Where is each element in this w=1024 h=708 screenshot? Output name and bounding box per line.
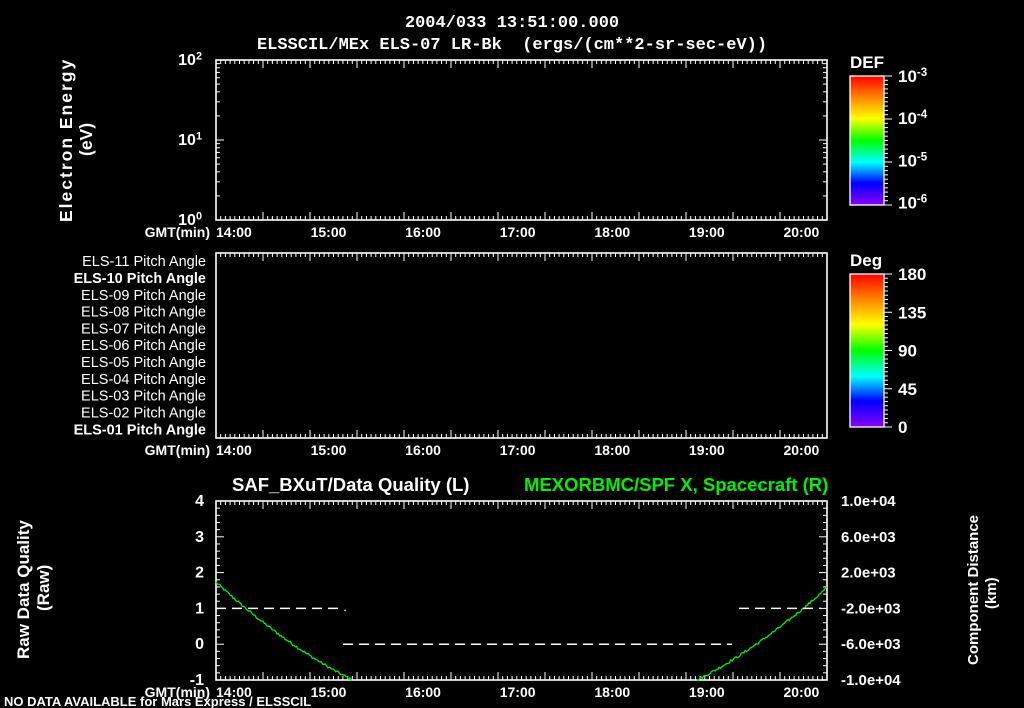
svg-text:NO DATA AVAILABLE for Mars Exp: NO DATA AVAILABLE for Mars Express / ELS… [4,694,311,708]
svg-text:1.0e+04: 1.0e+04 [841,493,896,510]
svg-text:DEF: DEF [850,53,884,72]
svg-text:180: 180 [898,265,926,284]
svg-text:16:00: 16:00 [405,442,441,458]
svg-text:ELS-02 Pitch Angle: ELS-02 Pitch Angle [81,405,206,421]
svg-text:-1: -1 [190,672,204,689]
svg-text:2: 2 [195,565,204,582]
svg-text:14:00: 14:00 [216,442,252,458]
svg-text:-6.0e+03: -6.0e+03 [841,636,901,653]
svg-text:135: 135 [898,303,926,322]
svg-text:10-6: 10-6 [898,193,927,212]
svg-text:16:00: 16:00 [405,224,441,240]
svg-text:17:00: 17:00 [500,684,536,700]
svg-text:19:00: 19:00 [689,684,725,700]
svg-text:18:00: 18:00 [594,684,630,700]
svg-text:101: 101 [178,130,202,149]
svg-text:17:00: 17:00 [500,442,536,458]
svg-text:4: 4 [195,493,204,510]
svg-text:ELS-11 Pitch Angle: ELS-11 Pitch Angle [82,254,206,270]
svg-text:ELS-10 Pitch Angle: ELS-10 Pitch Angle [74,271,206,287]
svg-text:19:00: 19:00 [689,442,725,458]
svg-text:17:00: 17:00 [500,224,536,240]
svg-text:15:00: 15:00 [311,224,347,240]
svg-text:GMT(min): GMT(min) [145,442,210,458]
svg-text:1: 1 [195,600,204,617]
svg-text:18:00: 18:00 [594,224,630,240]
svg-text:0: 0 [898,418,907,437]
svg-text:ELS-07 Pitch Angle: ELS-07 Pitch Angle [81,321,206,337]
svg-text:14:00: 14:00 [216,224,252,240]
svg-text:0: 0 [195,636,204,653]
svg-text:-1.0e+04: -1.0e+04 [841,672,901,689]
svg-text:15:00: 15:00 [311,442,347,458]
svg-text:15:00: 15:00 [311,684,347,700]
svg-text:ELS-06 Pitch Angle: ELS-06 Pitch Angle [81,338,206,354]
svg-text:3: 3 [195,529,204,546]
svg-text:45: 45 [898,380,917,399]
svg-text:ELS-04 Pitch Angle: ELS-04 Pitch Angle [81,372,206,388]
svg-text:MEXORBMC/SPF X, Spacecraft (R): MEXORBMC/SPF X, Spacecraft (R) [524,474,828,495]
svg-text:90: 90 [898,342,917,361]
svg-text:ELS-08 Pitch Angle: ELS-08 Pitch Angle [81,305,206,321]
svg-text:18:00: 18:00 [594,442,630,458]
svg-text:6.0e+03: 6.0e+03 [841,529,896,546]
svg-text:ELS-03 Pitch Angle: ELS-03 Pitch Angle [81,389,206,405]
svg-text:10-5: 10-5 [898,151,928,170]
svg-text:20:00: 20:00 [783,684,819,700]
svg-text:SAF_BXuT/Data Quality (L): SAF_BXuT/Data Quality (L) [232,474,469,495]
svg-text:16:00: 16:00 [405,684,441,700]
svg-text:-2.0e+03: -2.0e+03 [841,600,901,617]
svg-text:19:00: 19:00 [689,224,725,240]
svg-text:10-3: 10-3 [898,67,927,86]
svg-text:10-4: 10-4 [898,109,928,128]
svg-text:ELS-05 Pitch Angle: ELS-05 Pitch Angle [81,355,206,371]
svg-text:GMT(min): GMT(min) [145,224,210,240]
svg-text:20:00: 20:00 [783,442,819,458]
svg-text:102: 102 [178,50,202,69]
svg-text:ELS-01 Pitch Angle: ELS-01 Pitch Angle [74,422,206,438]
svg-text:Deg: Deg [850,251,882,270]
svg-text:2.0e+03: 2.0e+03 [841,565,896,582]
svg-text:ELS-09 Pitch Angle: ELS-09 Pitch Angle [81,288,206,304]
svg-text:20:00: 20:00 [783,224,819,240]
